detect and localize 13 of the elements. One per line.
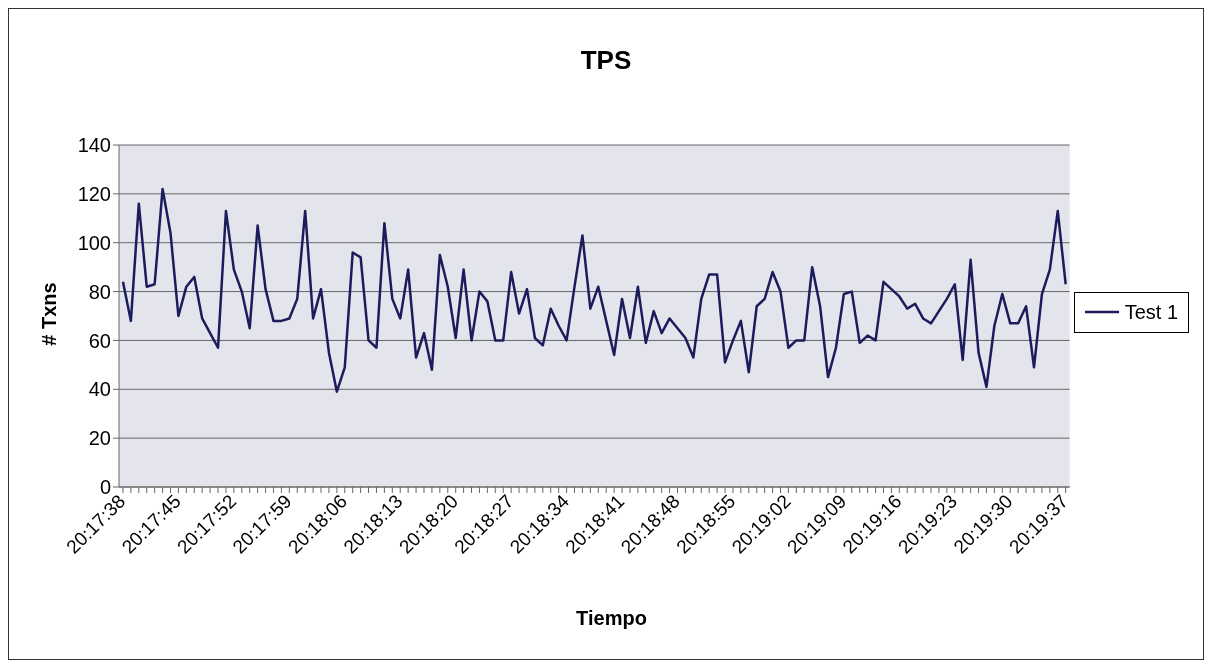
y-tick-label: 60 bbox=[88, 329, 111, 352]
y-tick-label: 20 bbox=[88, 427, 111, 450]
chart-title: TPS bbox=[579, 45, 633, 76]
y-tick-label: 40 bbox=[88, 378, 111, 401]
x-axis-title: Tiempo bbox=[575, 607, 648, 630]
line-series bbox=[121, 187, 1067, 393]
y-tick-label: 0 bbox=[99, 476, 111, 499]
y-tick-label: 100 bbox=[77, 231, 111, 254]
legend-label: Test 1 bbox=[1124, 300, 1178, 324]
y-axis-title: # Txns bbox=[37, 282, 61, 346]
y-tick-label: 120 bbox=[77, 182, 111, 205]
y-tick-label: 140 bbox=[77, 134, 111, 157]
y-tick-label: 80 bbox=[88, 280, 111, 303]
